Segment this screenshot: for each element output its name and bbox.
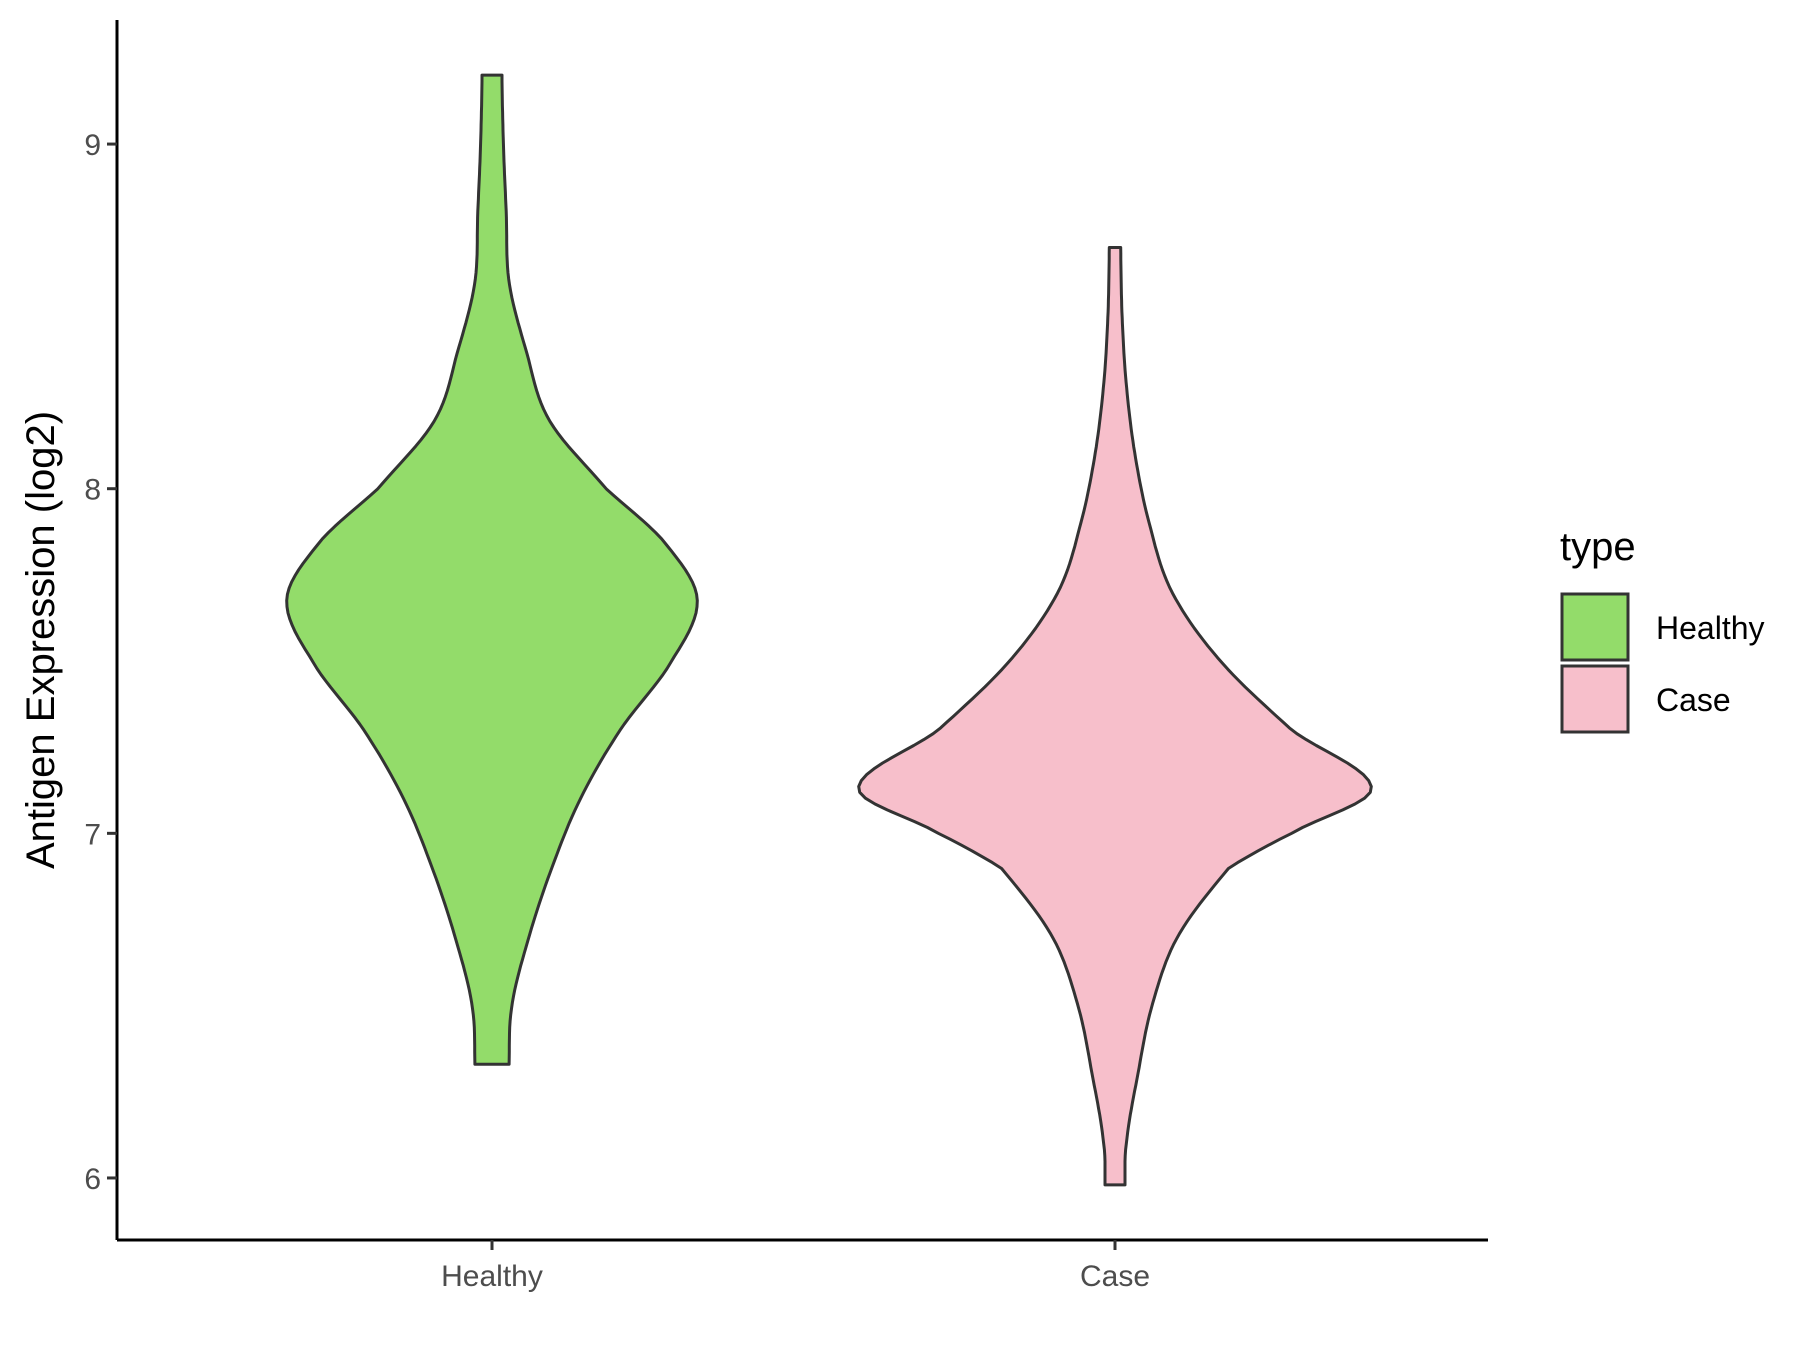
legend: type Healthy Case [1560,525,1765,734]
axes: 6 7 8 9 Healthy Case [84,20,1488,1293]
legend-label-healthy: Healthy [1656,610,1765,646]
x-tick-label: Case [1080,1260,1150,1293]
violin-case [857,246,1373,1187]
y-tick-label: 7 [84,818,101,851]
y-axis-title: Antigen Expression (log2) [19,411,63,869]
legend-label-case: Case [1656,682,1731,718]
violin-healthy [285,73,699,1066]
legend-key-case [1560,664,1630,734]
legend-title: type [1560,525,1636,569]
violin-layer [285,73,1373,1187]
y-tick-label: 8 [84,474,101,507]
y-tick-label: 6 [84,1163,101,1196]
x-tick-label: Healthy [441,1260,543,1293]
legend-key-healthy [1560,592,1630,662]
y-tick-label: 9 [84,129,101,162]
